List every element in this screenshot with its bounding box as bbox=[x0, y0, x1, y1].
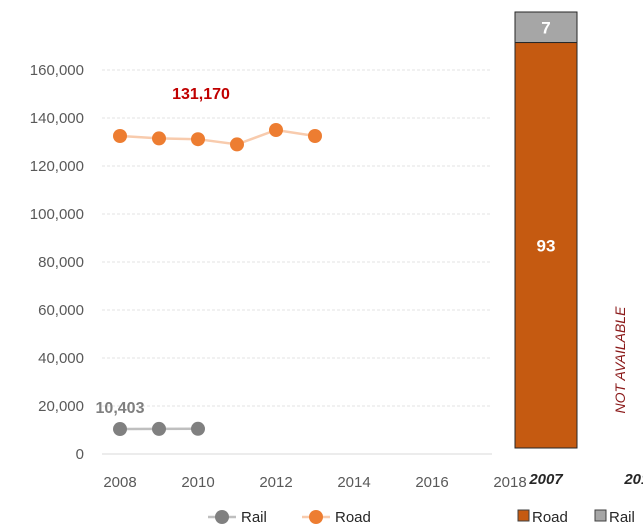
y-tick-label: 120,000 bbox=[30, 158, 84, 175]
legend-label: Road bbox=[532, 509, 568, 526]
x-tick-label: 2010 bbox=[181, 474, 214, 491]
y-tick-label: 140,000 bbox=[30, 110, 84, 127]
data-point-road bbox=[269, 123, 283, 137]
legend-swatch bbox=[517, 509, 530, 522]
y-tick-label: 20,000 bbox=[38, 398, 84, 415]
y-tick-label: 100,000 bbox=[30, 206, 84, 223]
data-point-road bbox=[191, 132, 205, 147]
x-tick-label: 2016 bbox=[415, 474, 448, 491]
legend-label: Rail bbox=[609, 509, 635, 526]
data-point-rail bbox=[113, 422, 127, 437]
legend-marker bbox=[215, 510, 229, 524]
y-tick-label: 160,000 bbox=[30, 62, 84, 79]
y-tick-label: 0 bbox=[76, 446, 84, 463]
bar-legend: Road Rail bbox=[517, 509, 635, 526]
bar-category-label: 2010 bbox=[623, 471, 643, 488]
stacked-bars bbox=[514, 11, 578, 449]
x-tick-label: 2012 bbox=[259, 474, 292, 491]
data-point-road bbox=[152, 131, 166, 146]
data-point-rail bbox=[191, 421, 205, 436]
bar-segment-road bbox=[514, 42, 578, 449]
bar-labels: 93 7 2007 2010 NOT AVAILABLE bbox=[528, 18, 643, 488]
data-point-road bbox=[308, 129, 322, 143]
data-point-rail bbox=[152, 421, 166, 436]
data-labels: 10,403 131,170 bbox=[96, 86, 230, 417]
data-point-road bbox=[230, 137, 244, 152]
y-tick-label: 60,000 bbox=[38, 302, 84, 319]
line-series bbox=[113, 123, 322, 437]
bar-category-label: 2007 bbox=[528, 471, 563, 488]
y-tick-label: 40,000 bbox=[38, 350, 84, 367]
gridlines bbox=[102, 69, 492, 455]
x-axis-ticks: 2008 2010 2012 2014 2016 2018 bbox=[103, 474, 526, 491]
legend-swatch bbox=[594, 509, 607, 522]
x-tick-label: 2014 bbox=[337, 474, 370, 491]
series-line-road bbox=[119, 128, 316, 146]
legend-label: Rail bbox=[241, 509, 267, 526]
line-legend: Rail Road bbox=[208, 509, 371, 526]
y-tick-label: 80,000 bbox=[38, 254, 84, 271]
bar-value-label: 7 bbox=[541, 18, 550, 37]
not-available-annotation: NOT AVAILABLE bbox=[612, 306, 628, 414]
x-tick-label: 2008 bbox=[103, 474, 136, 491]
x-tick-label: 2018 bbox=[493, 474, 526, 491]
data-label-rail: 10,403 bbox=[96, 400, 145, 417]
legend-label: Road bbox=[335, 509, 371, 526]
legend-marker bbox=[309, 510, 323, 524]
bar-value-label: 93 bbox=[537, 236, 556, 255]
bar-segment-rail bbox=[514, 11, 578, 44]
data-point-road bbox=[113, 129, 127, 143]
data-label-road: 131,170 bbox=[172, 86, 230, 103]
y-axis-ticks: 0 20,000 40,000 60,000 80,000 100,000 120,000 1… bbox=[30, 62, 84, 463]
